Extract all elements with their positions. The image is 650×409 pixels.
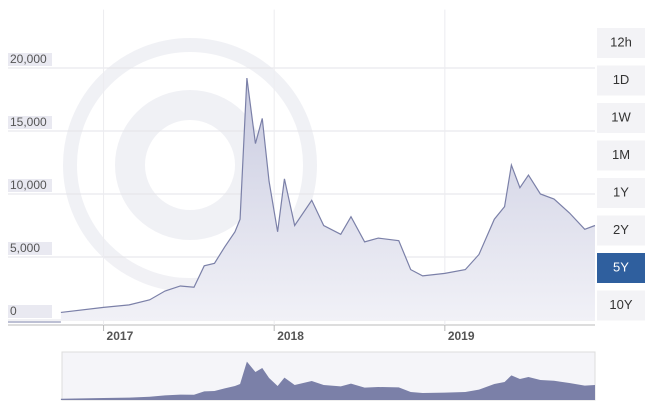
range-button-label[interactable]: 10Y — [609, 297, 632, 312]
range-button-bg[interactable] — [597, 103, 645, 133]
range-button-bg[interactable] — [597, 253, 645, 283]
range-button-label[interactable]: 2Y — [613, 222, 629, 237]
y-tick-label: 20,000 — [10, 52, 47, 66]
range-button[interactable]: 12h — [597, 28, 645, 58]
range-button-bg[interactable] — [597, 65, 645, 96]
y-tick-label-bg — [8, 242, 52, 255]
range-button-label[interactable]: 1M — [612, 147, 630, 162]
x-tick-label: 2019 — [448, 329, 475, 343]
range-button-bg[interactable] — [597, 178, 645, 208]
range-button-bg[interactable] — [597, 140, 645, 171]
y-tick-label-bg — [8, 179, 52, 192]
area — [60, 361, 595, 400]
y-tick-label: 5,000 — [10, 241, 40, 255]
y-tick-label: 0 — [10, 304, 17, 318]
range-button[interactable]: 1D — [597, 65, 645, 96]
area — [60, 78, 595, 320]
x-tick-label: 2017 — [107, 329, 134, 343]
line — [60, 78, 596, 314]
range-button[interactable]: 2Y — [597, 215, 645, 246]
range-button[interactable]: 1W — [597, 103, 645, 133]
y-tick-label: 15,000 — [10, 115, 47, 129]
range-button[interactable]: 1Y — [597, 178, 645, 208]
y-tick-label: 10,000 — [10, 178, 47, 192]
range-button-label[interactable]: 12h — [610, 34, 632, 49]
range-button-bg[interactable] — [597, 215, 645, 246]
range-button-label[interactable]: 1W — [611, 109, 631, 124]
range-button-label[interactable]: 1Y — [613, 184, 629, 199]
y-tick-label-bg — [8, 116, 52, 129]
range-button-bg[interactable] — [597, 290, 645, 321]
range-button[interactable]: 10Y — [597, 290, 645, 321]
y-tick-label-bg — [8, 305, 52, 318]
range-button[interactable]: 1M — [597, 140, 645, 171]
range-button[interactable]: 5Y — [597, 253, 645, 283]
range-button-bg[interactable] — [597, 28, 645, 58]
y-tick-label-bg — [8, 53, 52, 66]
x-tick-label: 2018 — [277, 329, 304, 343]
range-button-label[interactable]: 1D — [613, 72, 630, 87]
range-button-label[interactable]: 5Y — [613, 259, 629, 274]
